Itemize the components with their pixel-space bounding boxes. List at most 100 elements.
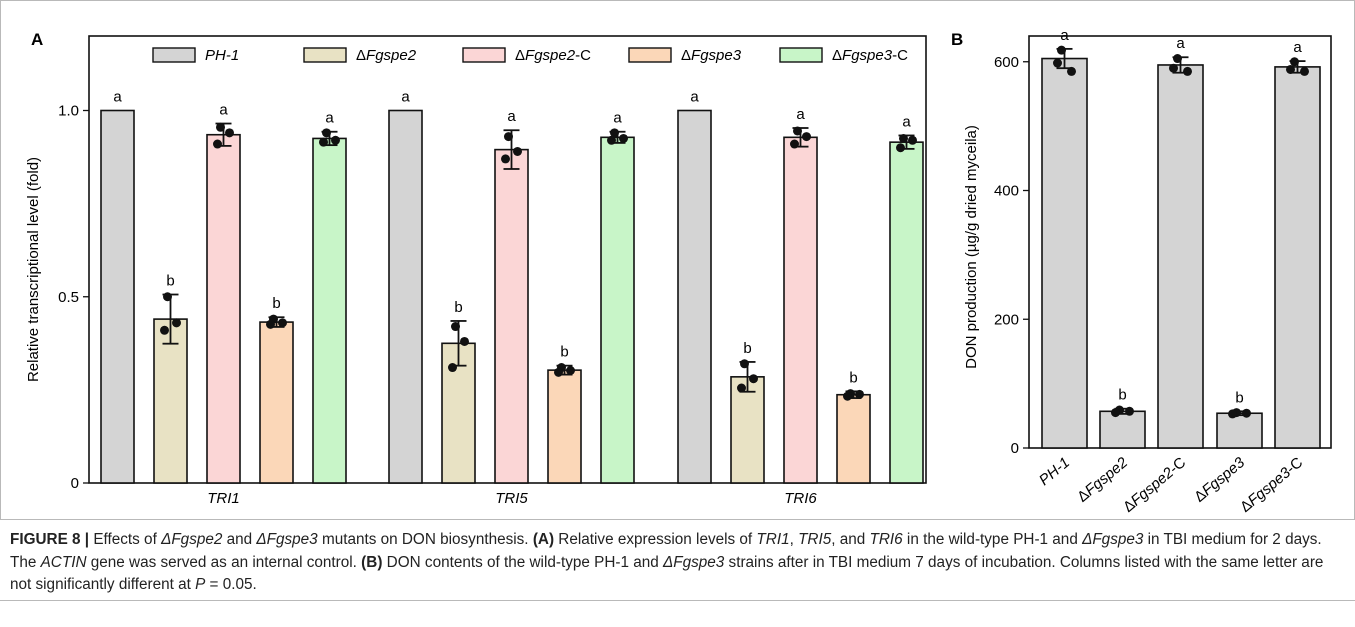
bottom-divider [0, 600, 1355, 601]
data-point [566, 366, 575, 376]
data-point [1057, 45, 1066, 55]
y-tick-label-b: 0 [1011, 440, 1019, 457]
data-point [1053, 58, 1062, 68]
bar-Fgspe3C [1274, 66, 1321, 449]
data-point [790, 139, 799, 149]
significance-letter: b [272, 295, 280, 312]
x-category-label-b: ΔFgspe3 [1191, 454, 1248, 506]
data-point [460, 336, 469, 346]
significance-letter: b [1235, 389, 1243, 406]
data-point [172, 318, 181, 328]
legend-swatch [628, 47, 672, 63]
caption-panel-tag: (B) [361, 553, 383, 571]
caption-mutant: ΔFgspe3 [1082, 531, 1144, 548]
bar-Fgspe3 [1216, 412, 1263, 449]
chart-b: 0 200 400 600 DON production (µg/g dried myc… [963, 27, 1332, 516]
data-point [749, 374, 758, 384]
data-point [740, 359, 749, 369]
legend-label: ΔFgspe3 [681, 47, 742, 64]
data-point [737, 383, 746, 393]
figure-caption: FIGURE 8 | Effects of ΔFgspe2 and ΔFgspe… [10, 529, 1345, 597]
bar-PH1-tri6 [677, 109, 712, 484]
bar-PH1 [1041, 57, 1088, 449]
panel-b-label: B [951, 30, 963, 49]
caption-text: , [789, 531, 799, 548]
bar-Fgspe3C-tri1 [312, 137, 347, 484]
data-point [163, 292, 172, 302]
data-point [451, 322, 460, 332]
significance-letter: b [1118, 387, 1126, 404]
data-point [160, 325, 169, 335]
data-point [1286, 64, 1295, 74]
data-point [1228, 409, 1237, 419]
caption-text: in the wild-type PH-1 and [902, 531, 1083, 548]
data-point [554, 367, 563, 377]
y-tick-label-a: 1.0 [58, 103, 79, 120]
data-point [322, 128, 331, 138]
data-point [278, 318, 287, 328]
data-point [908, 135, 917, 145]
caption-mutant: ΔFgspe3 [256, 531, 318, 548]
figure-chart-canvas: A B 0 0.5 1.0 Relative transcriptional leve… [25, 27, 1332, 516]
data-point [793, 126, 802, 136]
significance-letter: a [1176, 35, 1185, 52]
x-category-label-b: ΔFgspe3-C [1237, 454, 1306, 516]
caption-gene: ACTIN [40, 553, 87, 571]
legend-label: ΔFgspe2 [356, 47, 417, 64]
bar-Fgspe2C [1157, 64, 1204, 449]
x-category-label-a: TRI5 [495, 490, 528, 507]
legend-label: ΔFgspe2-C [515, 47, 591, 64]
caption-p-symbol: P [195, 576, 206, 593]
significance-letter: a [401, 89, 410, 106]
significance-letter: b [454, 299, 462, 316]
data-point [1173, 54, 1182, 64]
legend-label: PH-1 [205, 47, 239, 64]
bar-Fgspe2 [1099, 410, 1146, 449]
significance-letter: a [219, 102, 228, 119]
bar-Fgspe2C-tri5 [494, 148, 529, 484]
caption-text: gene was served as an internal control. [86, 553, 362, 571]
bar-PH1-tri1 [100, 109, 135, 484]
data-point [1067, 66, 1076, 76]
data-point [802, 132, 811, 142]
data-point [448, 363, 457, 373]
significance-letter: a [1293, 39, 1302, 56]
x-category-label-b: ΔFgspe2-C [1120, 454, 1189, 516]
y-axis-label-a: Relative transcriptional level (fold) [25, 157, 42, 382]
significance-letter: b [166, 273, 174, 290]
bar-Fgspe2C-tri1 [206, 133, 241, 484]
data-point [896, 143, 905, 153]
caption-text: in TBI medium for 2 days. The [10, 531, 1322, 571]
caption-text: Relative expression levels of [554, 531, 757, 548]
significance-letter: b [849, 369, 857, 386]
data-point [1111, 408, 1120, 418]
panel-a-label: A [31, 30, 43, 49]
x-category-label-a: TRI6 [784, 490, 817, 507]
data-point [213, 139, 222, 149]
legend-label: ΔFgspe3-C [832, 47, 908, 64]
data-point [501, 154, 510, 164]
significance-letter: a [325, 110, 334, 127]
bar-Fgspe2C-tri6 [783, 136, 818, 484]
y-tick-label-a: 0 [71, 475, 79, 492]
bar-Fgspe2-tri6 [730, 376, 765, 484]
significance-letter: a [613, 110, 622, 127]
data-point [225, 128, 234, 138]
significance-letter: b [743, 340, 751, 357]
data-point [1290, 57, 1299, 67]
caption-text: Effects of [89, 531, 162, 548]
bar-Fgspe2-tri1 [153, 318, 188, 484]
caption-gene: TRI1 [756, 531, 790, 548]
caption-mutant: ΔFgspe2 [161, 531, 223, 548]
caption-text: mutants on DON biosynthesis. [317, 531, 533, 548]
caption-text: strains after in TBI medium 7 days of in… [10, 553, 1324, 594]
data-point [504, 132, 513, 142]
data-point [319, 137, 328, 147]
data-point [899, 133, 908, 143]
legend-swatch [462, 47, 506, 63]
significance-letter: a [796, 106, 805, 123]
figure-panel: A B 0 0.5 1.0 Relative transcriptional leve… [0, 0, 1355, 520]
y-tick-label-a: 0.5 [58, 289, 79, 306]
data-point [610, 128, 619, 138]
data-point [1169, 63, 1178, 73]
